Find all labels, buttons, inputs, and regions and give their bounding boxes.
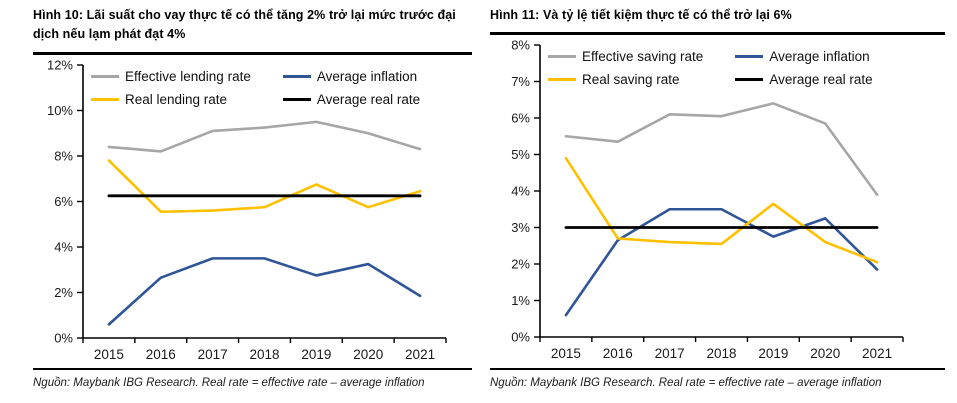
legend-item-average-inflation: Average inflation [282,68,420,84]
legend-line-swatch-icon [548,55,576,59]
x-axis-tick-label: 2015 [551,346,581,361]
legend-label: Average inflation [769,49,870,65]
chart-legend: Effective saving rate Average inflation Re… [548,49,873,87]
figure-10-panel: Hình 10: Lãi suất cho vay thực tế có thể… [0,0,478,403]
series-line-effective-lending-rate [107,120,422,153]
legend-line-swatch-icon [735,55,764,59]
chart-canvas: 0% 1% 2% 3% 4% 5% 6% 7% 8% 2015 2016 2017 2018 2019 20… [511,38,904,361]
legend-item-effective-saving-rate: Effective saving rate [548,49,703,64]
legend-label: Real saving rate [582,72,680,88]
chart-legend: Effective lending rate Average inflation R… [91,69,420,107]
legend-label: Effective lending rate [125,68,251,84]
legend-line-swatch-icon [548,78,576,82]
y-axis-tick-label: 7% [511,74,530,89]
x-axis-tick-label: 2016 [603,346,633,361]
figure-11-source-note: Nguồn: Maybank IBG Research. Real rate =… [490,377,882,389]
series-line-effective-saving-rate [564,102,879,197]
legend-label: Average real rate [316,91,421,107]
figure-10-lending-rate-chart: 0% 2% 4% 6% 8% 10% 12% 2015 2016 2017 2018 2019 2020… [33,57,472,368]
legend-item-effective-lending-rate: Effective lending rate [91,69,251,84]
figure-11-title-divider [490,32,945,36]
y-axis-tick-label: 12% [47,57,73,72]
y-axis-tick-label: 6% [54,194,73,209]
y-axis-tick-label: 0% [54,330,73,345]
y-axis-tick-label: 4% [511,184,530,199]
legend-line-swatch-icon [91,74,119,78]
legend-line-swatch-icon [735,78,764,82]
y-axis-tick-label: 2% [511,257,530,272]
legend-item-average-real-rate: Average real rate [282,91,421,107]
y-axis-tick-label: 3% [511,220,530,235]
x-axis-tick-label: 2019 [758,346,788,361]
legend-item-real-saving-rate: Real saving rate [548,72,703,87]
y-axis-tick-label: 5% [511,147,530,162]
legend-label: Average inflation [316,68,418,84]
series-line-average-inflation [107,256,422,326]
figure-11-panel: Hình 11: Và tỷ lệ tiết kiệm thực tế có t… [478,0,957,403]
legend-label: Effective saving rate [582,49,704,65]
y-axis-tick-label: 6% [511,111,530,126]
legend-line-swatch-icon [282,97,311,101]
figure-10-title-divider [33,51,472,55]
x-axis-tick-label: 2017 [655,346,685,361]
y-axis-tick-label: 0% [511,330,530,345]
legend-item-real-lending-rate: Real lending rate [91,92,251,107]
series-line-real-lending-rate [107,159,422,213]
x-axis-tick-label: 2020 [353,347,383,362]
series-line-average-inflation [564,208,879,317]
x-axis-tick-label: 2015 [94,347,124,362]
x-axis-tick-label: 2018 [249,347,279,362]
series-line-real-saving-rate [564,157,879,264]
legend-line-swatch-icon [282,74,311,78]
figure-11-footer-divider [490,367,945,370]
figure-11-saving-rate-chart: 0% 1% 2% 3% 4% 5% 6% 7% 8% 2015 2016 2017 2018 2019 20… [490,37,945,367]
legend-item-average-real-rate: Average real rate [735,72,873,88]
y-axis-tick-label: 2% [54,285,73,300]
x-axis-tick-label: 2021 [862,346,892,361]
legend-line-swatch-icon [91,97,119,101]
y-axis-tick-label: 8% [511,38,530,53]
figure-10-title: Hình 10: Lãi suất cho vay thực tế có thể… [33,8,456,42]
legend-label: Real lending rate [125,91,228,107]
x-axis-tick-label: 2020 [810,346,840,361]
legend-item-average-inflation: Average inflation [735,49,872,64]
figure-10-footer-divider [33,367,472,370]
figure-11-title: Hình 11: Và tỷ lệ tiết kiệm thực tế có t… [490,8,792,22]
y-axis-tick-label: 8% [54,148,73,163]
x-axis-tick-label: 2019 [301,347,331,362]
y-axis-tick-label: 1% [511,293,530,308]
x-axis-tick-label: 2018 [706,346,736,361]
legend-label: Average real rate [769,72,873,88]
figure-10-source-note: Nguồn: Maybank IBG Research. Real rate =… [33,377,425,389]
y-axis-tick-label: 4% [54,239,73,254]
chart-canvas: 0% 2% 4% 6% 8% 10% 12% 2015 2016 2017 2018 2019 2020… [47,57,447,362]
x-axis-tick-label: 2017 [198,347,228,362]
x-axis-tick-label: 2021 [405,347,435,362]
x-axis-tick-label: 2016 [146,347,176,362]
y-axis-tick-label: 10% [47,103,73,118]
